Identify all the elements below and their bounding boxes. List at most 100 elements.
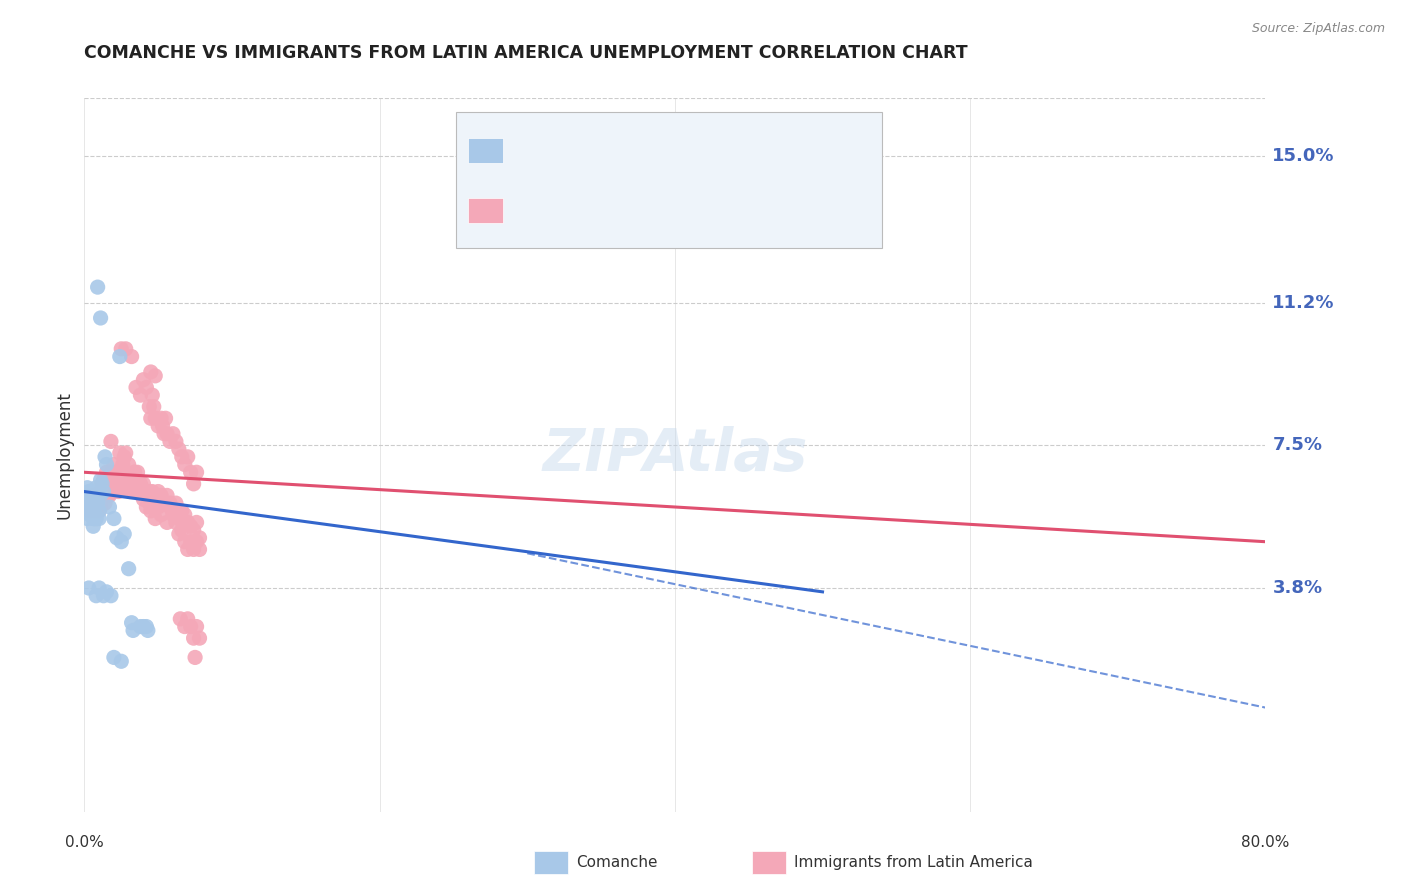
Point <box>122 484 145 499</box>
Point <box>183 631 205 645</box>
Point <box>79 488 101 502</box>
Point <box>132 373 155 387</box>
Point <box>100 434 122 449</box>
Point <box>186 619 208 633</box>
Point <box>105 531 128 545</box>
Point <box>115 476 138 491</box>
Point <box>83 496 105 510</box>
Point <box>91 492 114 507</box>
Point <box>87 504 111 518</box>
Point <box>107 484 129 499</box>
Point <box>118 469 141 483</box>
Point <box>129 619 152 633</box>
Point <box>104 481 127 495</box>
Point <box>80 496 103 510</box>
Text: 3.8%: 3.8% <box>1272 579 1323 597</box>
Point <box>148 484 170 499</box>
Point <box>165 516 187 530</box>
Point <box>125 380 148 394</box>
Point <box>82 496 104 510</box>
Point <box>98 500 121 514</box>
Point <box>94 496 117 510</box>
Point <box>173 619 195 633</box>
Point <box>80 484 103 499</box>
Point <box>183 523 205 537</box>
Text: Source: ZipAtlas.com: Source: ZipAtlas.com <box>1251 22 1385 36</box>
Point <box>136 488 159 502</box>
Point <box>155 411 177 425</box>
Point <box>162 426 184 441</box>
Point <box>101 473 124 487</box>
Point <box>143 511 166 525</box>
Point <box>84 504 107 518</box>
Point <box>90 484 112 499</box>
Point <box>131 481 153 495</box>
Point <box>150 488 173 502</box>
Point <box>83 504 105 518</box>
Point <box>170 450 193 464</box>
Point <box>180 465 202 479</box>
Point <box>186 534 208 549</box>
Point <box>87 511 111 525</box>
Text: -0.358: -0.358 <box>550 201 609 219</box>
Point <box>76 496 98 510</box>
Point <box>111 458 134 472</box>
Point <box>139 365 162 379</box>
Point <box>97 488 120 502</box>
Point <box>79 504 101 518</box>
Point <box>79 508 101 522</box>
Point <box>142 492 165 507</box>
Point <box>139 504 162 518</box>
Point <box>105 465 128 479</box>
Text: R =: R = <box>515 201 550 219</box>
Point <box>148 500 170 514</box>
Point <box>91 476 114 491</box>
Point <box>153 426 176 441</box>
Point <box>142 400 165 414</box>
Point <box>180 619 202 633</box>
Point <box>112 450 135 464</box>
Point <box>183 542 205 557</box>
Point <box>110 654 132 668</box>
Point <box>148 419 170 434</box>
Point <box>76 481 98 495</box>
Point <box>75 488 97 502</box>
Point <box>93 488 115 502</box>
Point <box>132 492 155 507</box>
Text: Comanche: Comanche <box>576 855 658 870</box>
Point <box>112 527 135 541</box>
Point <box>188 531 211 545</box>
Point <box>112 481 135 495</box>
Point <box>83 511 105 525</box>
Point <box>120 484 142 499</box>
Point <box>188 631 211 645</box>
Text: Immigrants from Latin America: Immigrants from Latin America <box>794 855 1033 870</box>
Point <box>153 496 176 510</box>
Point <box>114 446 136 460</box>
Point <box>82 511 104 525</box>
Point <box>98 488 121 502</box>
Point <box>129 476 152 491</box>
Point <box>86 496 108 510</box>
Point <box>180 534 202 549</box>
Point <box>124 465 146 479</box>
Point <box>134 484 156 499</box>
Point <box>127 473 149 487</box>
Point <box>108 350 131 364</box>
Point <box>156 516 179 530</box>
Text: 15.0%: 15.0% <box>1272 147 1334 165</box>
Point <box>90 500 112 514</box>
Point <box>177 612 200 626</box>
Point <box>152 419 174 434</box>
Point <box>167 527 190 541</box>
Point <box>107 469 129 483</box>
Point <box>98 473 121 487</box>
Point <box>94 481 117 495</box>
Point <box>100 589 122 603</box>
Point <box>105 481 128 495</box>
Point <box>84 511 107 525</box>
Text: N =: N = <box>620 201 657 219</box>
Point <box>173 508 195 522</box>
Point <box>103 650 125 665</box>
Point <box>77 484 100 499</box>
